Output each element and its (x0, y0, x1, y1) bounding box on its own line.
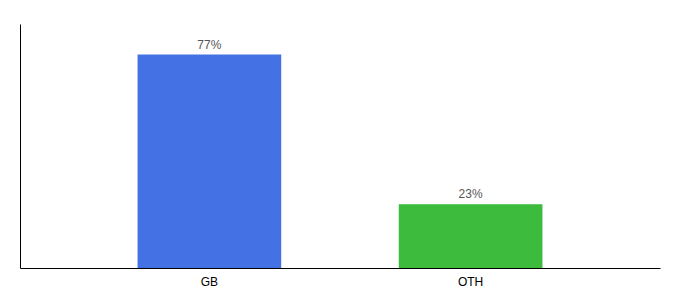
bar (138, 55, 282, 269)
y-axis (20, 25, 21, 269)
chart: GB OTH 77% 23% (0, 0, 680, 300)
bar (399, 204, 543, 268)
x-tick-label: OTH (458, 275, 483, 289)
data-label: 77% (197, 38, 221, 52)
x-tick-label: GB (201, 275, 218, 289)
plot: GB OTH 77% 23% (21, 25, 661, 289)
x-axis: GB OTH (21, 269, 661, 289)
data-label: 23% (459, 187, 483, 201)
x-axis-line (21, 268, 661, 269)
bars (138, 55, 543, 269)
y-axis-line (20, 25, 21, 269)
x-tick: OTH (458, 275, 483, 289)
x-tick: GB (201, 275, 218, 289)
data-labels: 77% 23% (197, 38, 483, 202)
